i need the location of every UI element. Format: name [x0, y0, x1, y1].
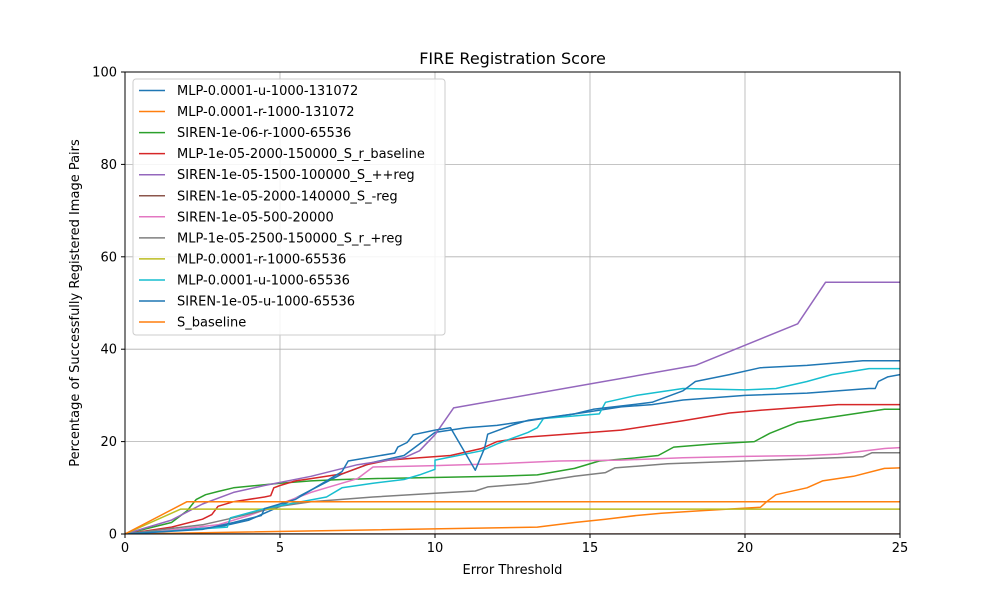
legend: MLP-0.0001-u-1000-131072 MLP-0.0001-r-100… [132, 78, 446, 336]
series-line-2 [125, 467, 900, 534]
x-tick-label: 15 [582, 541, 599, 556]
legend-label: MLP-0.0001-r-1000-65536 [177, 252, 346, 267]
legend-label: S_baseline [177, 316, 246, 331]
legend-label: MLP-1e-05-2000-150000_S_r_baseline [177, 147, 425, 162]
y-tick-label: 100 [92, 66, 117, 81]
legend-item: SIREN-1e-05-u-1000-65536 [139, 295, 355, 310]
series-line-5 [125, 281, 900, 534]
legend-label: SIREN-1e-05-1500-100000_S_++reg [177, 168, 415, 183]
legend-item: SIREN-1e-05-500-20000 [139, 210, 334, 225]
y-tick-label: 40 [100, 343, 117, 358]
x-tick-label: 5 [276, 541, 284, 556]
axis-ticks: 0 5 10 15 20 25 0 20 40 60 80 100 [92, 66, 908, 557]
legend-item: SIREN-1e-05-1500-100000_S_++reg [139, 168, 415, 183]
legend-item: MLP-0.0001-u-1000-131072 [139, 84, 358, 99]
chart-title: FIRE Registration Score [419, 49, 606, 68]
legend-item: SIREN-1e-05-2000-140000_S_-reg [139, 189, 398, 204]
legend-item: SIREN-1e-06-r-1000-65536 [139, 126, 351, 141]
legend-item: MLP-1e-05-2000-150000_S_r_baseline [139, 147, 425, 162]
legend-item: MLP-0.0001-u-1000-65536 [139, 273, 350, 288]
legend-item: MLP-0.0001-r-1000-131072 [139, 105, 355, 120]
series-line-10 [125, 367, 900, 534]
legend-label: SIREN-1e-06-r-1000-65536 [177, 126, 351, 141]
y-tick-label: 60 [100, 250, 117, 265]
legend-label: SIREN-1e-05-500-20000 [177, 210, 334, 225]
series-line-3 [125, 408, 900, 534]
legend-label: SIREN-1e-05-u-1000-65536 [177, 295, 355, 310]
x-tick-label: 20 [737, 541, 754, 556]
legend-item: MLP-1e-05-2500-150000_S_r_+reg [139, 231, 403, 246]
legend-item: MLP-0.0001-r-1000-65536 [139, 252, 346, 267]
plot-frame [124, 71, 901, 535]
y-axis-label: Percentage of Successfully Registered Im… [68, 139, 83, 467]
legend-label: MLP-0.0001-u-1000-65536 [177, 273, 350, 288]
x-tick-label: 25 [892, 541, 909, 556]
y-tick-label: 20 [100, 435, 117, 450]
legend-label: SIREN-1e-05-2000-140000_S_-reg [177, 189, 398, 204]
series-lines [125, 281, 900, 534]
legend-item: S_baseline [139, 316, 246, 331]
x-tick-label: 0 [121, 541, 129, 556]
legend-label: MLP-1e-05-2500-150000_S_r_+reg [177, 231, 403, 246]
legend-label: MLP-0.0001-u-1000-131072 [177, 84, 358, 99]
legend-box [132, 78, 446, 336]
legend-label: MLP-0.0001-r-1000-131072 [177, 105, 355, 120]
x-axis-label: Error Threshold [463, 563, 563, 578]
x-tick-label: 10 [427, 541, 444, 556]
series-line-11 [125, 360, 900, 534]
series-line-12 [125, 500, 900, 534]
series-line-1 [125, 373, 900, 534]
y-tick-label: 80 [100, 158, 117, 173]
series-line-9 [125, 508, 900, 534]
y-tick-label: 0 [109, 528, 117, 543]
